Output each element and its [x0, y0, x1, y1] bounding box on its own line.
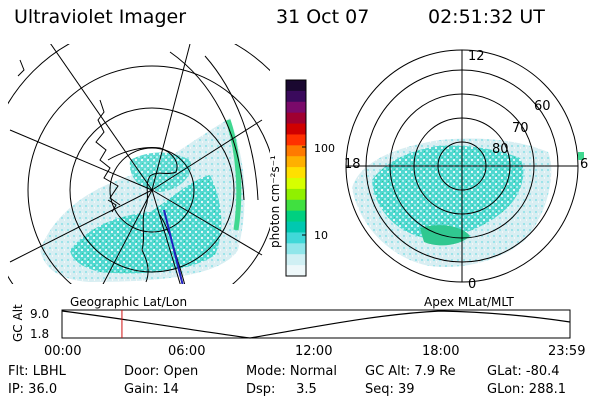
- altitude-timeline: [61, 309, 571, 339]
- mlt-label-6: 6: [580, 157, 588, 172]
- xtick-2359: 23:59: [548, 344, 586, 359]
- colorbar: [285, 79, 307, 277]
- colorbar-segment: [286, 265, 306, 277]
- colorbar-segment: [286, 243, 306, 255]
- colorbar-unit-label: photon cm⁻²s⁻¹: [268, 155, 282, 248]
- colorbar-segment: [286, 188, 306, 201]
- timeline-ylabel: GC Alt: [11, 304, 25, 342]
- glon-value: GLon: 288.1: [487, 382, 567, 397]
- gc-alt-value: GC Alt: 7.9 Re: [365, 364, 456, 379]
- mlat-label-80: 80: [492, 142, 509, 157]
- mode-value: Mode: Normal: [246, 364, 337, 379]
- colorbar-frame: [285, 79, 307, 277]
- filter-value: Flt: LBHL: [8, 364, 66, 379]
- instrument-title: Ultraviolet Imager: [14, 6, 187, 28]
- colorbar-segment: [286, 90, 306, 103]
- colorbar-segment: [286, 80, 306, 92]
- gain-value: Gain: 14: [124, 382, 179, 397]
- mlt-label-18: 18: [344, 157, 361, 172]
- apex-caption: Apex MLat/MLT: [424, 295, 514, 309]
- xtick-1800: 18:00: [422, 344, 460, 359]
- aurora-oval-left: [70, 175, 222, 274]
- colorbar-segment: [286, 101, 306, 114]
- colorbar-segment: [286, 123, 306, 135]
- altitude-curve: [61, 310, 571, 339]
- colorbar-segment: [286, 178, 306, 190]
- date-label: 31 Oct 07: [276, 6, 370, 28]
- colorbar-segment: [286, 145, 306, 157]
- aurora-patch-right: [420, 225, 470, 246]
- xtick-0000: 00:00: [44, 344, 82, 359]
- meridian-lines: [9, 44, 263, 284]
- colorbar-tick-10: 10: [314, 229, 328, 242]
- geographic-image-panel: [8, 44, 270, 284]
- timeline-ytick-top: 9.0: [30, 307, 49, 321]
- colorbar-segment: [286, 232, 306, 244]
- aurora-arc-edge: [225, 119, 242, 231]
- aurora-edge-dot: [578, 152, 584, 160]
- geographic-caption: Geographic Lat/Lon: [70, 295, 187, 309]
- spacecraft-track: [163, 209, 184, 284]
- colorbar-segment: [286, 221, 306, 233]
- xtick-1200: 12:00: [295, 344, 333, 359]
- colorbar-segment: [286, 199, 306, 212]
- seq-value: Seq: 39: [365, 382, 415, 397]
- xtick-0600: 06:00: [168, 344, 206, 359]
- colorbar-segment: [286, 134, 306, 146]
- timeline-ytick-bottom: 1.8: [30, 327, 49, 341]
- door-value: Door: Open: [124, 364, 199, 379]
- ip-value: IP: 36.0: [8, 382, 58, 397]
- time-label: 02:51:32 UT: [428, 6, 545, 28]
- colorbar-segment: [286, 156, 306, 168]
- mlt-label-0: 0: [468, 277, 476, 292]
- mlat-label-70: 70: [512, 121, 529, 136]
- latitude-circles: [8, 44, 270, 284]
- mlt-label-12: 12: [468, 49, 485, 64]
- mlat-label-60: 60: [534, 99, 551, 114]
- colorbar-tick-100: 100: [314, 142, 335, 155]
- colorbar-segment: [286, 112, 306, 125]
- apex-mlat-mlt-panel: [345, 49, 584, 283]
- colorbar-segment: [286, 210, 306, 223]
- colorbar-segment: [286, 254, 306, 266]
- aurora-patch-left: [129, 152, 191, 192]
- dsp-value: Dsp: 3.5: [246, 382, 317, 397]
- glat-value: GLat: -80.4: [487, 364, 560, 379]
- colorbar-segment: [286, 167, 306, 179]
- mlt-lines: [346, 50, 578, 282]
